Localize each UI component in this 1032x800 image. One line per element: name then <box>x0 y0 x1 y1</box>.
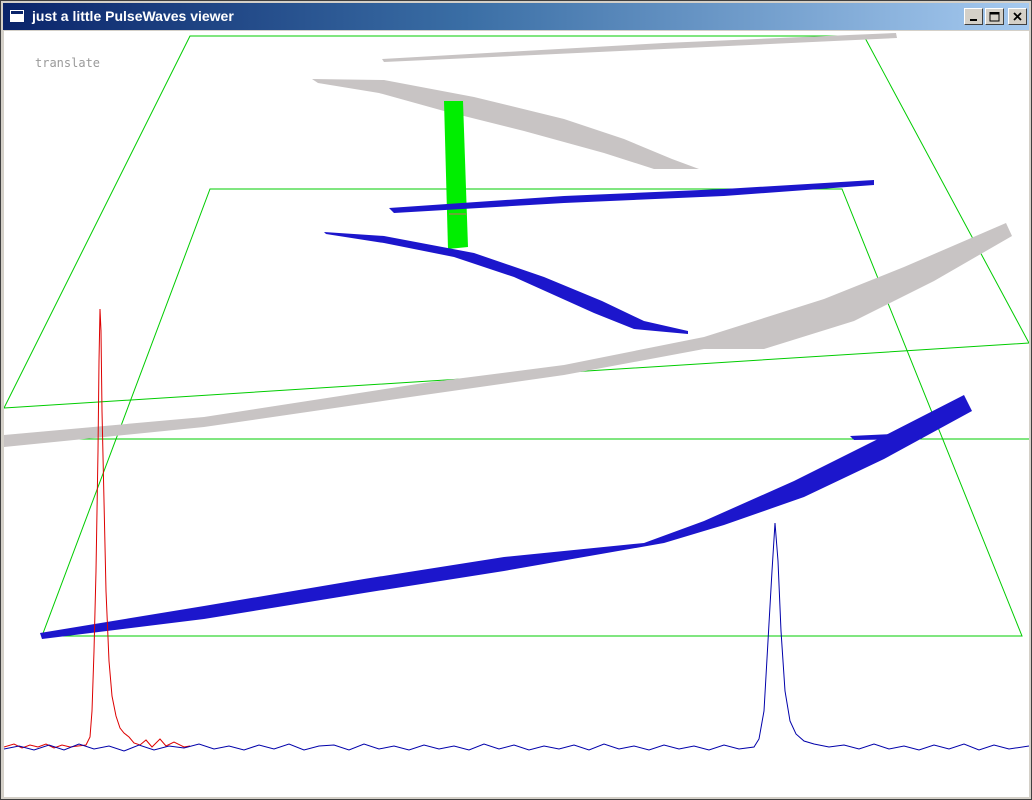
returning-waveform <box>4 522 1029 752</box>
outgoing-waveform <box>4 308 191 749</box>
close-icon <box>1012 11 1022 21</box>
selected-pulse[interactable] <box>444 101 468 249</box>
blue-pulse-bands <box>40 180 972 639</box>
window-icon <box>9 9 25 23</box>
mode-label: translate <box>35 56 101 70</box>
bounding-box-bottom <box>41 188 1023 637</box>
gray-pulse-bands <box>4 33 1012 447</box>
title-bar[interactable]: just a little PulseWaves viewer <box>3 3 1029 30</box>
window-title: just a little PulseWaves viewer <box>32 8 234 24</box>
viewer-canvas[interactable]: translate <box>4 31 1029 797</box>
minimize-button[interactable] <box>964 8 983 25</box>
pulse-visualization[interactable] <box>4 31 1029 797</box>
maximize-icon <box>989 11 1000 21</box>
close-button[interactable] <box>1008 8 1027 25</box>
bounding-box-top <box>4 35 1029 409</box>
minimize-icon <box>969 18 977 21</box>
maximize-button[interactable] <box>985 8 1004 25</box>
